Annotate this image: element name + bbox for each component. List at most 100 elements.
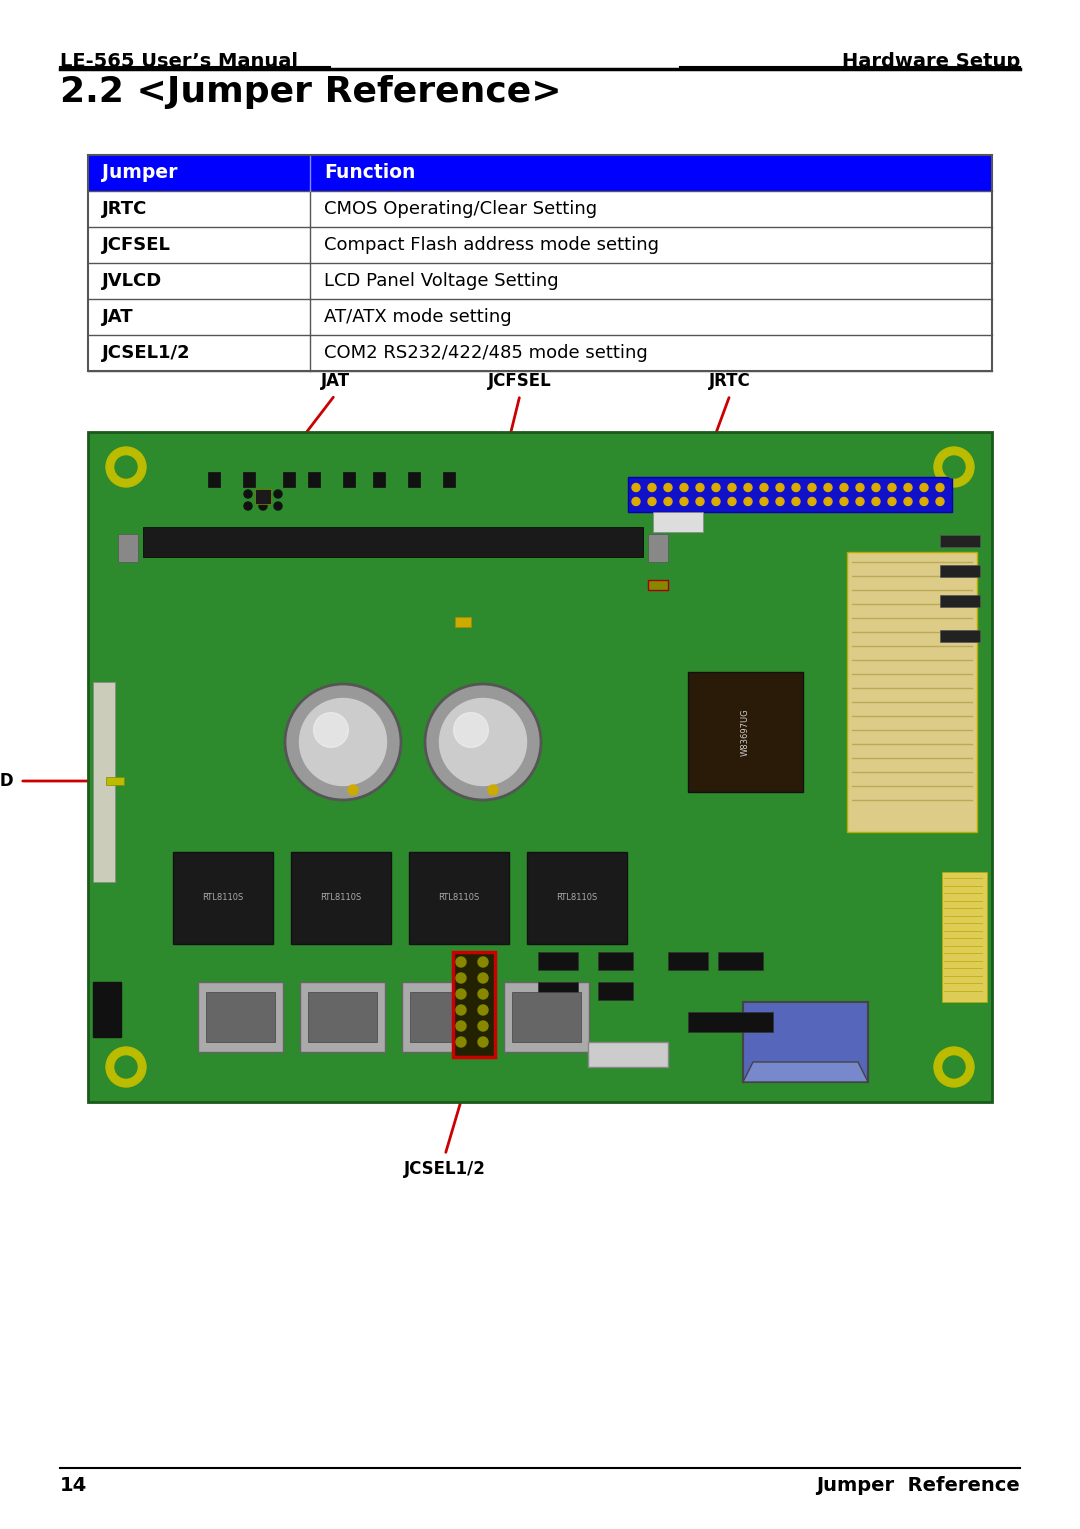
Circle shape xyxy=(299,699,387,786)
Bar xyxy=(243,472,255,488)
Bar xyxy=(373,472,384,488)
Bar xyxy=(93,682,114,882)
Circle shape xyxy=(259,489,267,498)
Bar xyxy=(87,263,993,300)
Circle shape xyxy=(632,483,640,491)
Circle shape xyxy=(760,497,768,506)
Circle shape xyxy=(244,489,252,498)
Text: RTL8110S: RTL8110S xyxy=(321,893,362,902)
Circle shape xyxy=(728,483,735,491)
Text: CMOS Operating/Clear Setting: CMOS Operating/Clear Setting xyxy=(324,200,597,219)
Bar xyxy=(206,992,275,1041)
Circle shape xyxy=(488,784,498,795)
Circle shape xyxy=(744,483,752,491)
Circle shape xyxy=(824,483,832,491)
Bar xyxy=(343,472,355,488)
Bar xyxy=(291,852,391,943)
Text: RTL8110S: RTL8110S xyxy=(202,893,244,902)
Circle shape xyxy=(824,497,832,506)
Circle shape xyxy=(760,483,768,491)
Text: JVLCD: JVLCD xyxy=(0,772,15,790)
Text: JAT: JAT xyxy=(102,307,134,326)
Text: RTL8110S: RTL8110S xyxy=(438,893,480,902)
Circle shape xyxy=(904,497,912,506)
Bar xyxy=(87,226,993,263)
Circle shape xyxy=(274,502,282,511)
Text: JCSEL1/2: JCSEL1/2 xyxy=(404,1161,486,1177)
Circle shape xyxy=(920,483,928,491)
Circle shape xyxy=(840,483,848,491)
Bar xyxy=(588,1041,669,1067)
Text: 2.2 <Jumper Reference>: 2.2 <Jumper Reference> xyxy=(60,75,562,109)
Bar xyxy=(408,472,420,488)
Circle shape xyxy=(744,497,752,506)
Bar xyxy=(87,191,993,226)
Bar xyxy=(718,953,762,969)
Bar xyxy=(173,852,273,943)
Circle shape xyxy=(856,497,864,506)
Bar xyxy=(87,335,993,372)
Circle shape xyxy=(936,497,944,506)
Bar xyxy=(940,630,980,642)
Bar xyxy=(688,1012,773,1032)
Text: 14: 14 xyxy=(60,1475,87,1495)
Bar xyxy=(527,852,627,943)
Bar xyxy=(87,154,993,191)
Circle shape xyxy=(888,483,896,491)
Bar xyxy=(453,953,495,1057)
Circle shape xyxy=(106,446,146,488)
Circle shape xyxy=(934,446,974,488)
Bar xyxy=(402,982,487,1052)
Bar xyxy=(648,579,669,590)
Circle shape xyxy=(936,483,944,491)
Bar xyxy=(598,982,633,1000)
Bar xyxy=(942,872,987,1001)
Circle shape xyxy=(792,497,800,506)
Circle shape xyxy=(872,497,880,506)
Bar xyxy=(940,566,980,576)
Bar xyxy=(512,992,581,1041)
Bar xyxy=(743,1001,868,1083)
Text: Function: Function xyxy=(324,164,416,182)
Text: JCFSEL: JCFSEL xyxy=(488,372,552,390)
Bar xyxy=(87,433,993,1102)
Bar xyxy=(198,982,283,1052)
Circle shape xyxy=(313,713,349,748)
Circle shape xyxy=(920,497,928,506)
Circle shape xyxy=(456,957,465,966)
Circle shape xyxy=(840,497,848,506)
Circle shape xyxy=(943,456,966,479)
Bar xyxy=(87,154,993,372)
Circle shape xyxy=(934,1047,974,1087)
Circle shape xyxy=(680,483,688,491)
Circle shape xyxy=(456,1005,465,1015)
Text: JAT: JAT xyxy=(321,372,350,390)
Circle shape xyxy=(728,497,735,506)
Bar xyxy=(940,535,980,547)
Circle shape xyxy=(478,957,488,966)
Circle shape xyxy=(244,502,252,511)
Text: RTL8110S: RTL8110S xyxy=(556,893,597,902)
Bar xyxy=(208,472,220,488)
Bar xyxy=(688,673,804,792)
Bar xyxy=(410,992,480,1041)
Bar xyxy=(93,982,121,1037)
Text: Jumper: Jumper xyxy=(102,164,177,182)
Text: JRTC: JRTC xyxy=(102,200,147,219)
Text: LE-565 User’s Manual: LE-565 User’s Manual xyxy=(60,52,298,70)
Circle shape xyxy=(285,683,401,800)
Bar xyxy=(409,852,509,943)
Text: Hardware Setup: Hardware Setup xyxy=(841,52,1020,70)
Circle shape xyxy=(648,483,656,491)
Circle shape xyxy=(114,1057,137,1078)
Circle shape xyxy=(712,483,720,491)
Bar xyxy=(308,472,320,488)
Bar xyxy=(300,982,384,1052)
Bar xyxy=(143,528,643,557)
Circle shape xyxy=(808,497,816,506)
Text: COM2 RS232/422/485 mode setting: COM2 RS232/422/485 mode setting xyxy=(324,344,648,362)
Text: AT/ATX mode setting: AT/ATX mode setting xyxy=(324,307,512,326)
Bar xyxy=(455,618,471,627)
Circle shape xyxy=(712,497,720,506)
Circle shape xyxy=(454,713,488,748)
